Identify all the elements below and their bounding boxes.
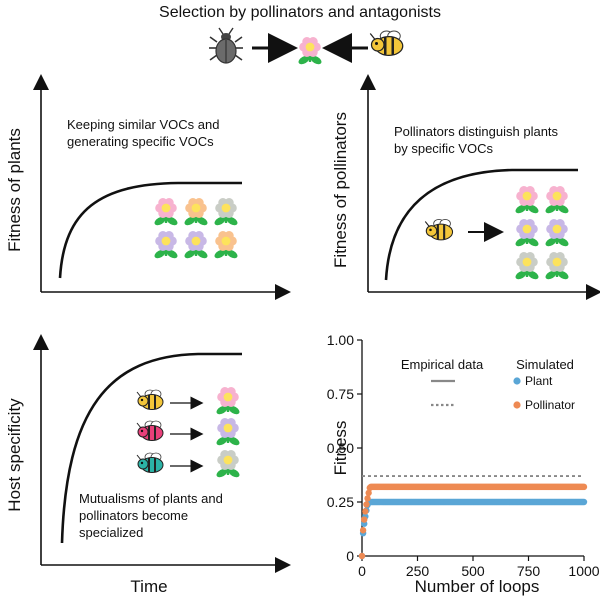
- data-point: [362, 508, 369, 515]
- data-point: [365, 489, 372, 497]
- y-tick-label: 1.00: [327, 332, 354, 348]
- flower-icon: [545, 252, 569, 280]
- flower-icon: [214, 231, 238, 259]
- panel-plant-fitness: Fitness of plants Keeping similar VOCs a…: [5, 74, 291, 300]
- figure-title: Selection by pollinators and antagonists: [159, 4, 441, 21]
- simulation-chart: Fitness Number of loops Empirical data S…: [327, 332, 600, 596]
- flower-icon: [154, 231, 178, 259]
- flower-icon: [298, 37, 322, 65]
- bee-yellow-icon: [136, 389, 164, 410]
- legend-pollinator-marker: [513, 401, 521, 409]
- x-tick-label: 750: [517, 563, 541, 579]
- legend-simulated-title: Simulated: [516, 357, 574, 372]
- flower-icon: [214, 198, 238, 226]
- chart-y-label: Fitness: [331, 421, 350, 476]
- flower-grid: [515, 186, 569, 280]
- panel-text-line1: Mutualisms of plants and: [79, 491, 223, 506]
- y-tick-label: 0: [346, 548, 354, 564]
- flower-icon: [154, 198, 178, 226]
- flower-icon: [216, 450, 240, 478]
- y-axis-label: Fitness of pollinators: [331, 112, 350, 268]
- bee-teal-icon: [136, 452, 164, 473]
- series-pollinator: [358, 483, 588, 560]
- flower-icon: [216, 387, 240, 415]
- y-axis-label: Fitness of plants: [5, 128, 24, 252]
- x-tick-label: 1000: [568, 563, 599, 579]
- data-point: [580, 498, 588, 506]
- bee-icon: [369, 30, 404, 56]
- bee-pink-icon: [136, 420, 164, 441]
- data-point: [361, 516, 368, 523]
- panel-text-line2: pollinators become: [79, 508, 188, 523]
- panel-text-line1: Keeping similar VOCs and: [67, 117, 219, 132]
- flower-icon: [216, 418, 240, 446]
- data-point: [580, 483, 588, 491]
- bee-icon: [424, 218, 454, 241]
- panel-text-line3: specialized: [79, 525, 143, 540]
- chart-x-label: Number of loops: [415, 577, 540, 596]
- panel-host-specificity: Host specificity Time Mutualisms of plan…: [5, 334, 291, 596]
- y-tick-label: 0.50: [327, 440, 354, 456]
- panel-pollinator-fitness: Fitness of pollinators Pollinators disti…: [331, 74, 600, 300]
- data-point: [359, 527, 367, 534]
- chart-marks: [358, 475, 588, 560]
- legend-empirical-title: Empirical data: [401, 357, 484, 372]
- data-point: [364, 495, 371, 502]
- flower-icon: [184, 198, 208, 226]
- chart-axes: 0 0.25 0.50 0.75 1.00 0 250 500 750 1000: [327, 332, 600, 579]
- series-plant: [358, 498, 588, 560]
- data-point: [358, 552, 366, 560]
- y-tick-label: 0.25: [327, 494, 354, 510]
- panel-text-line1: Pollinators distinguish plants: [394, 124, 559, 139]
- fitness-curve: [58, 181, 242, 279]
- legend-pollinator-label: Pollinator: [525, 398, 575, 412]
- data-point: [363, 501, 370, 508]
- flower-grid: [154, 198, 238, 259]
- x-tick-label: 0: [358, 563, 366, 579]
- beetle-icon: [209, 27, 243, 64]
- legend-plant-marker: [513, 377, 521, 385]
- flower-icon: [545, 219, 569, 247]
- specificity-curve: [60, 352, 242, 544]
- panel-text-line2: by specific VOCs: [394, 141, 493, 156]
- flower-icon: [515, 219, 539, 247]
- flower-icon: [545, 186, 569, 214]
- x-axis-label: Time: [130, 577, 167, 596]
- legend-plant-label: Plant: [525, 374, 553, 388]
- y-tick-label: 0.75: [327, 386, 354, 402]
- x-tick-label: 250: [406, 563, 430, 579]
- flower-icon: [515, 186, 539, 214]
- flower-icon: [184, 231, 208, 259]
- flower-icon: [515, 252, 539, 280]
- x-tick-label: 500: [461, 563, 485, 579]
- fitness-curve: [384, 168, 578, 281]
- y-axis-label: Host specificity: [5, 398, 24, 512]
- panel-text-line2: generating specific VOCs: [67, 134, 214, 149]
